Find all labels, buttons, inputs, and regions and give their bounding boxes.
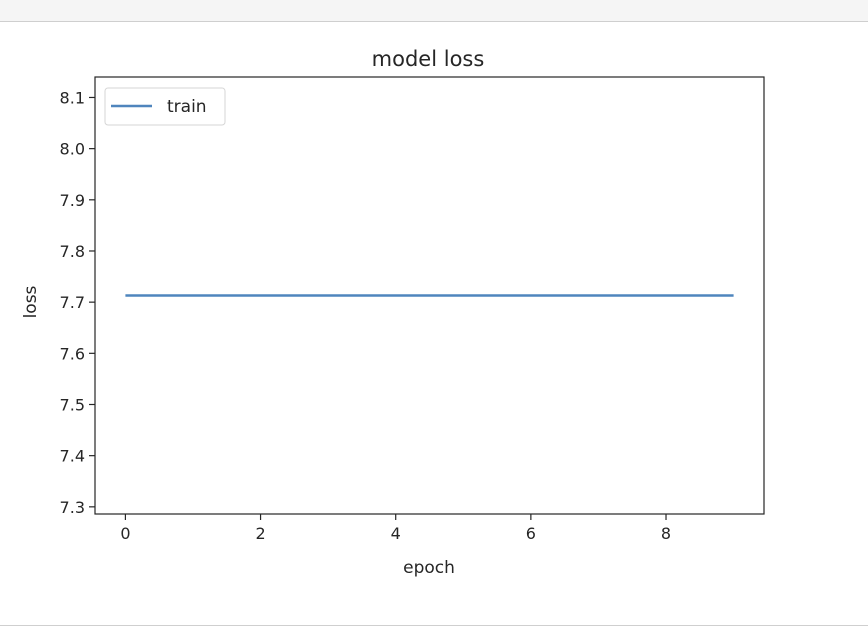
y-tick-label: 7.4 (60, 447, 85, 466)
y-tick-label: 7.3 (60, 498, 85, 517)
y-tick-label: 7.9 (60, 191, 85, 210)
y-tick-label: 7.6 (60, 344, 85, 363)
x-tick-label: 4 (391, 524, 401, 543)
y-tick-label: 7.7 (60, 293, 85, 312)
legend-box (104, 87, 226, 126)
x-tick-label: 2 (255, 524, 265, 543)
y-axis-label: loss (21, 285, 41, 318)
x-tick-label: 8 (661, 524, 671, 543)
legend: train (104, 87, 226, 126)
x-axis-ticks: 0 2 4 6 8 (120, 514, 671, 543)
x-tick-label: 6 (526, 524, 536, 543)
legend-label-train: train (167, 97, 207, 117)
y-axis-ticks: 7.3 7.4 7.5 7.6 7.7 7.8 7.9 8.0 8.1 (60, 88, 95, 517)
x-tick-label: 0 (120, 524, 130, 543)
y-tick-label: 8.0 (60, 140, 85, 159)
y-tick-label: 8.1 (60, 88, 85, 107)
chart-title: model loss (372, 47, 485, 71)
notebook-cell-top-border (0, 0, 868, 22)
y-tick-label: 7.5 (60, 395, 85, 414)
x-axis-label: epoch (403, 558, 455, 578)
plot-area-frame (94, 76, 765, 515)
y-tick-label: 7.8 (60, 242, 85, 261)
